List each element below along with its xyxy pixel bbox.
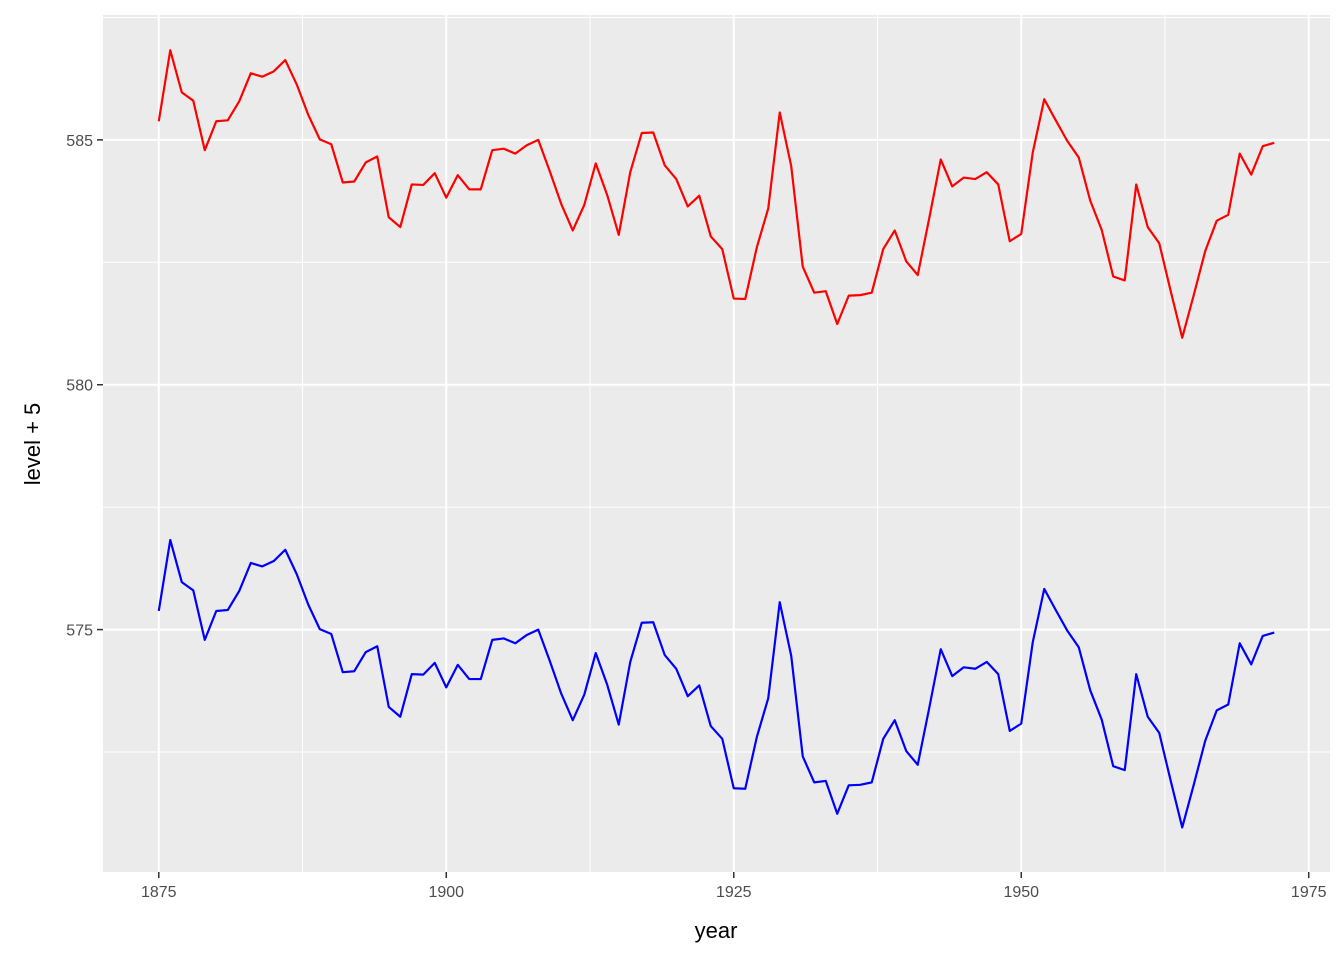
series-lines (157, 49, 1275, 829)
x-tick-label: 1900 (428, 884, 464, 901)
minor-gridlines (103, 15, 1330, 872)
x-axis-title: year (695, 918, 738, 943)
series-line-2 (157, 538, 1275, 829)
y-tick-label: 580 (66, 378, 93, 395)
x-axis: 1875 1900 1925 1950 1975 (141, 872, 1327, 901)
series-line-1 (157, 49, 1275, 339)
y-tick-label: 575 (66, 623, 93, 640)
major-gridlines (103, 15, 1330, 872)
x-tick-label: 1875 (141, 884, 177, 901)
x-tick-label: 1950 (1003, 884, 1039, 901)
y-tick-label: 585 (66, 133, 93, 150)
x-tick-label: 1925 (716, 884, 752, 901)
y-axis: 575 580 585 (66, 133, 103, 640)
plot-panel (103, 15, 1330, 872)
x-tick-label: 1975 (1291, 884, 1327, 901)
y-axis-title: level + 5 (20, 403, 45, 486)
